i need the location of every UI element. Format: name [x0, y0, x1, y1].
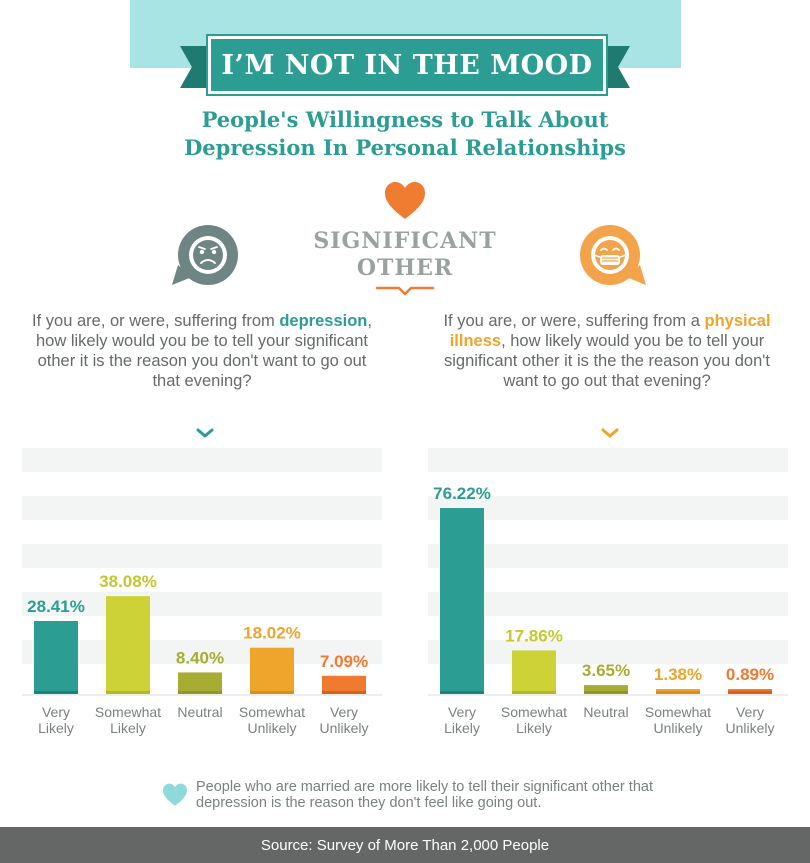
bar-base — [440, 691, 484, 694]
physical-illness-chart: 76.22% Very Likely 17.86% Somewhat Likely 3.65… — [428, 440, 788, 740]
category-label: Neutral — [177, 704, 222, 720]
chart-baseline — [428, 694, 788, 696]
married-note: People who are married are more likely t… — [196, 779, 653, 811]
bar-base — [728, 691, 772, 694]
depression-chart: 28.41% Very Likely 38.08% Somewhat Likely 8.40… — [22, 440, 382, 740]
label-underline — [375, 286, 435, 296]
chevron-down-icon — [196, 428, 214, 438]
bar-base — [34, 691, 78, 694]
bar-base — [250, 691, 294, 694]
grid-band — [428, 544, 788, 568]
bar — [440, 508, 484, 694]
grid-band — [428, 496, 788, 520]
category-label: Somewhat — [501, 704, 567, 720]
category-label: Very — [448, 704, 476, 720]
grid-band — [428, 640, 788, 664]
physical-illness-bar-chart: 76.22%VeryLikely17.86%SomewhatLikely3.65… — [428, 448, 788, 736]
grid-band — [428, 592, 788, 616]
category-label: Somewhat — [239, 704, 305, 720]
grid-band — [22, 592, 382, 616]
bar-base — [656, 691, 700, 694]
so-label-line-2: OTHER — [356, 255, 454, 281]
question-text: If you are, or were, suffering from — [32, 312, 280, 330]
source-text: Source: Survey of More Than 2,000 People — [260, 836, 550, 854]
chevron-down-icon — [601, 428, 619, 438]
data-label: 3.65% — [582, 661, 630, 680]
bar — [106, 596, 150, 694]
data-label: 7.09% — [320, 652, 368, 671]
grid-band — [22, 448, 382, 472]
source-footer: Source: Survey of More Than 2,000 People — [0, 827, 810, 863]
bar — [512, 650, 556, 694]
category-label: Somewhat — [95, 704, 161, 720]
data-label: 38.08% — [99, 572, 157, 591]
grid-band — [22, 640, 382, 664]
depression-bar-chart: 28.41%VeryLikely38.08%SomewhatLikely8.40… — [22, 448, 382, 736]
category-label: Unlikely — [247, 720, 296, 736]
subtitle-line-2: Depression In Personal Relationships — [184, 135, 626, 160]
significant-other-label: SIGNIFICANT OTHER — [0, 228, 810, 282]
grid-band — [22, 544, 382, 568]
category-label: Unlikely — [653, 720, 702, 736]
category-label: Unlikely — [319, 720, 368, 736]
subtitle-line-1: People's Willingness to Talk About — [201, 107, 609, 132]
data-label: 28.41% — [27, 597, 85, 616]
question-keyword: depression — [279, 312, 368, 330]
bar — [178, 672, 222, 694]
title-ribbon: I’M NOT IN THE MOOD — [206, 34, 608, 96]
depression-question: If you are, or were, suffering from depr… — [32, 311, 372, 391]
bar — [322, 675, 366, 694]
question-keyword: physical illness — [449, 312, 771, 350]
bar-base — [178, 691, 222, 694]
subtitle: People's Willingness to Talk About Depre… — [0, 106, 810, 162]
question-text: , how likely would you be to tell your s… — [443, 332, 770, 390]
grid-band — [22, 496, 382, 520]
category-label: Likely — [38, 720, 74, 736]
question-text: If you are, or were, suffering from a — [443, 312, 705, 330]
category-label: Likely — [110, 720, 146, 736]
bar-base — [512, 691, 556, 694]
category-label: Somewhat — [645, 704, 711, 720]
heart-icon — [385, 182, 425, 219]
bar — [250, 647, 294, 694]
heart-icon — [163, 783, 187, 806]
chart-baseline — [22, 694, 382, 696]
grid-band — [428, 448, 788, 472]
bar-base — [106, 691, 150, 694]
bar — [584, 685, 628, 694]
category-label: Very — [736, 704, 764, 720]
category-label: Likely — [444, 720, 480, 736]
data-label: 0.89% — [726, 665, 774, 684]
bar — [34, 621, 78, 694]
so-label-line-1: SIGNIFICANT — [313, 228, 497, 254]
page-title: I’M NOT IN THE MOOD — [221, 49, 593, 81]
sad-face-icon — [172, 225, 238, 285]
question-text: , how likely would you be to tell your s… — [35, 312, 372, 390]
bar-base — [322, 691, 366, 694]
data-label: 17.86% — [505, 626, 563, 645]
category-label: Very — [42, 704, 70, 720]
physical-illness-question: If you are, or were, suffering from a ph… — [437, 311, 777, 391]
mask-face-icon — [580, 225, 646, 285]
category-label: Neutral — [583, 704, 628, 720]
bar-base — [584, 691, 628, 694]
data-label: 18.02% — [243, 624, 301, 643]
data-label: 76.22% — [433, 484, 491, 503]
data-label: 1.38% — [654, 665, 702, 684]
category-label: Unlikely — [725, 720, 774, 736]
data-label: 8.40% — [176, 648, 224, 667]
category-label: Very — [330, 704, 358, 720]
category-label: Likely — [516, 720, 552, 736]
